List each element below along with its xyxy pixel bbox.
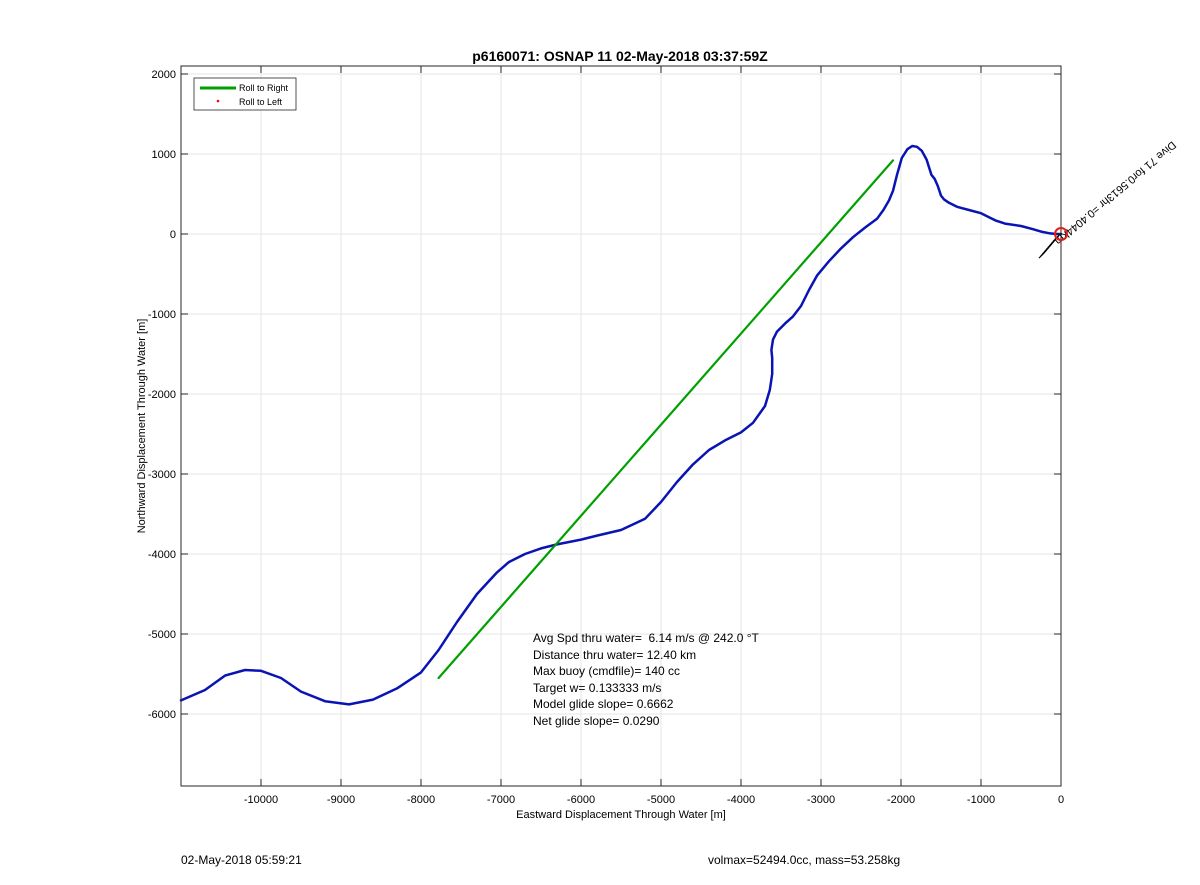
stat-distance: Distance thru water= 12.40 km [533,648,696,662]
y-tick-label: -4000 [148,549,176,561]
y-tick-label: 1000 [152,149,176,161]
x-tick-label: -10000 [244,794,278,806]
stat-max-buoy: Max buoy (cmdfile)= 140 cc [533,664,680,678]
stat-avg-speed: Avg Spd thru water= 6.14 m/s @ 242.0 °T [533,631,760,645]
x-tick-label: -9000 [327,794,355,806]
vector-mark [1038,251,1046,259]
x-tick-label: -4000 [727,794,755,806]
footer-volmax-mass: volmax=52494.0cc, mass=53.258kg [708,853,901,867]
x-axis-label: Eastward Displacement Through Water [m] [516,809,726,821]
x-tick-label: -2000 [887,794,915,806]
x-tick-label: -3000 [807,794,835,806]
x-tick-label: -7000 [487,794,515,806]
stat-net-glide-slope: Net glide slope= 0.0290 [533,714,660,728]
stat-model-glide-slope: Model glide slope= 0.6662 [533,697,674,711]
dive-label: Dive 71 for0.5613hr =0.4044km [1052,138,1178,246]
legend-dot-swatch [216,99,220,103]
legend-label-roll-right: Roll to Right [239,83,289,93]
y-tick-label: -6000 [148,709,176,721]
y-tick-label: 0 [170,229,176,241]
stats-annotation: Avg Spd thru water= 6.14 m/s @ 242.0 °T … [533,631,760,728]
y-tick-label: -1000 [148,309,176,321]
axis-ticks: -10000 -9000 -8000 -7000 -6000 -5000 -4000 -300… [148,66,1064,806]
chart-title: p6160071: OSNAP 11 02-May-2018 03:37:59Z [472,48,768,64]
plot-area [181,66,1061,786]
legend-label-roll-left: Roll to Left [239,97,283,107]
x-tick-label: -8000 [407,794,435,806]
x-tick-label: -5000 [647,794,675,806]
y-tick-label: 2000 [152,69,176,81]
surface-marker [1054,227,1068,241]
y-axis-label: Northward Displacement Through Water [m] [136,319,148,534]
y-tick-label: -3000 [148,469,176,481]
x-tick-label: -6000 [567,794,595,806]
axes-box [180,65,1062,787]
x-tick-label: 0 [1058,794,1064,806]
y-tick-label: -2000 [148,389,176,401]
x-tick-label: -1000 [967,794,995,806]
stat-target-w: Target w= 0.133333 m/s [533,681,661,695]
trajectory-line [179,144,1063,706]
legend: Roll to Right Roll to Left [193,77,297,111]
y-tick-label: -5000 [148,629,176,641]
legend-box [193,77,297,111]
roll-right-line [437,159,895,680]
footer-timestamp: 02-May-2018 05:59:21 [181,853,302,867]
